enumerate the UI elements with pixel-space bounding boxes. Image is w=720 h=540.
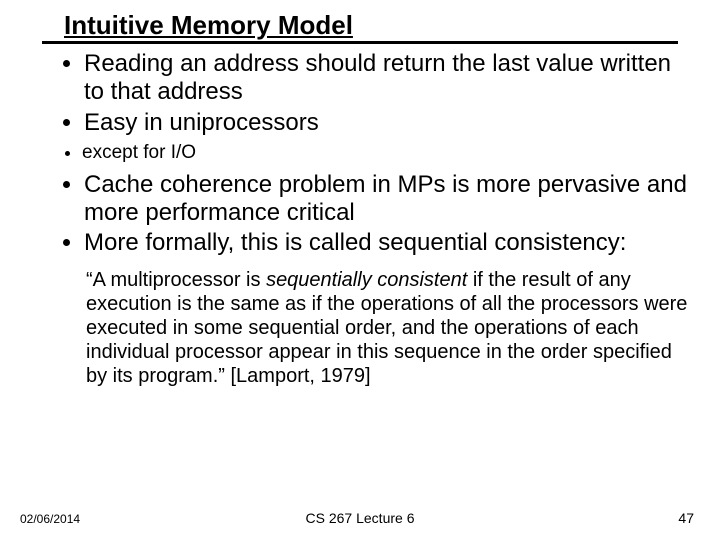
bullet-item: Reading an address should return the las… (84, 50, 690, 107)
slide-title: Intuitive Memory Model (42, 10, 678, 41)
bullet-item: Cache coherence problem in MPs is more p… (84, 171, 690, 228)
title-rule: Intuitive Memory Model (42, 10, 678, 44)
sub-bullet-list: except for I/O (48, 141, 690, 165)
bullet-item: More formally, this is called sequential… (84, 229, 690, 257)
footer-page-number: 47 (678, 510, 694, 526)
bullet-item: Easy in uniprocessors (84, 109, 690, 137)
quote-block: “A multiprocessor is sequentially consis… (86, 268, 690, 388)
bullet-list: Reading an address should return the las… (48, 50, 690, 137)
footer-center: CS 267 Lecture 6 (0, 510, 720, 526)
quote-em: sequentially consistent (266, 269, 467, 291)
slide: Intuitive Memory Model Reading an addres… (0, 0, 720, 540)
quote-lead: “A multiprocessor is (86, 269, 266, 291)
bullet-list-2: Cache coherence problem in MPs is more p… (48, 171, 690, 258)
footer: 02/06/2014 CS 267 Lecture 6 47 (0, 506, 720, 526)
sub-bullet-item: except for I/O (82, 141, 690, 165)
content-area: Reading an address should return the las… (48, 50, 690, 388)
